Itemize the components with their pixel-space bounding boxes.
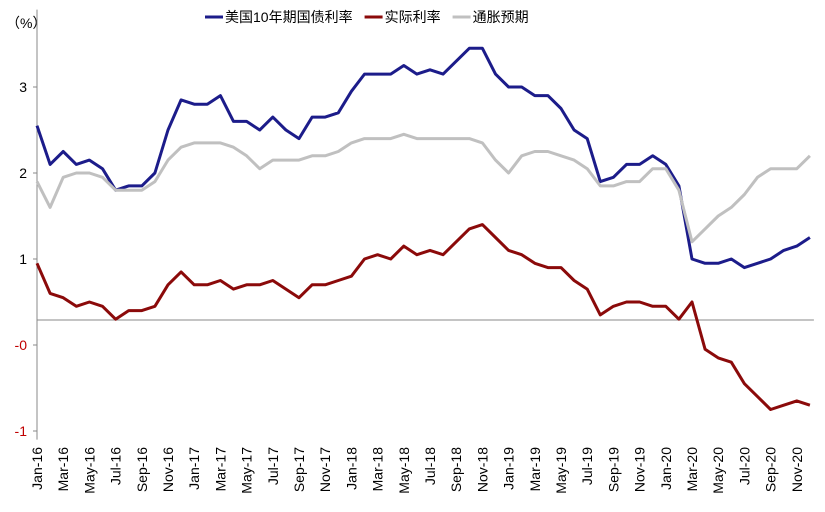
x-tick-label: Jan-18 [343, 447, 359, 490]
x-tick-label: Mar-17 [212, 447, 228, 492]
x-tick-label: Sep-18 [448, 447, 464, 492]
x-tick-label: Mar-19 [527, 447, 543, 492]
x-tick-label: Jan-19 [501, 447, 517, 490]
y-axis-label: （%） [6, 15, 46, 31]
legend-label: 美国10年期国债利率 [225, 9, 353, 25]
x-tick-label: Jul-20 [736, 447, 752, 485]
x-tick-label: Sep-20 [763, 447, 779, 492]
y-tick-label: 3 [19, 79, 27, 95]
y-tick-label: -0 [15, 337, 28, 353]
x-tick-label: Sep-17 [291, 447, 307, 492]
y-tick-label: -1 [15, 423, 28, 439]
x-tick-label: Sep-19 [605, 447, 621, 492]
x-tick-label: May-16 [81, 447, 97, 494]
x-tick-label: Nov-17 [317, 447, 333, 492]
x-tick-label: Nov-18 [474, 447, 490, 492]
y-tick-label: 2 [19, 165, 27, 181]
x-tick-label: Jan-16 [29, 447, 45, 490]
series-line [35, 223, 811, 411]
x-tick-label: May-20 [710, 447, 726, 494]
x-tick-label: May-19 [553, 447, 569, 494]
x-tick-label: May-17 [239, 447, 255, 494]
x-tick-label: May-18 [396, 447, 412, 494]
x-tick-label: Sep-16 [134, 447, 150, 492]
y-tick-label: 1 [19, 251, 27, 267]
x-tick-label: Nov-20 [789, 447, 805, 492]
series-line [35, 46, 811, 270]
x-tick-label: Nov-16 [160, 447, 176, 492]
series-line [35, 132, 811, 244]
legend-label: 通胀预期 [473, 9, 529, 25]
x-tick-label: Mar-20 [684, 447, 700, 492]
x-tick-label: Mar-18 [370, 447, 386, 492]
x-tick-label: Mar-16 [55, 447, 71, 492]
x-tick-label: Jul-16 [108, 447, 124, 485]
x-tick-label: Jul-18 [422, 447, 438, 485]
x-tick-label: Jan-20 [658, 447, 674, 490]
x-tick-label: Nov-19 [632, 447, 648, 492]
x-tick-label: Jul-17 [265, 447, 281, 485]
legend-label: 实际利率 [385, 9, 441, 25]
x-tick-label: Jul-19 [579, 447, 595, 485]
x-tick-label: Jan-17 [186, 447, 202, 490]
